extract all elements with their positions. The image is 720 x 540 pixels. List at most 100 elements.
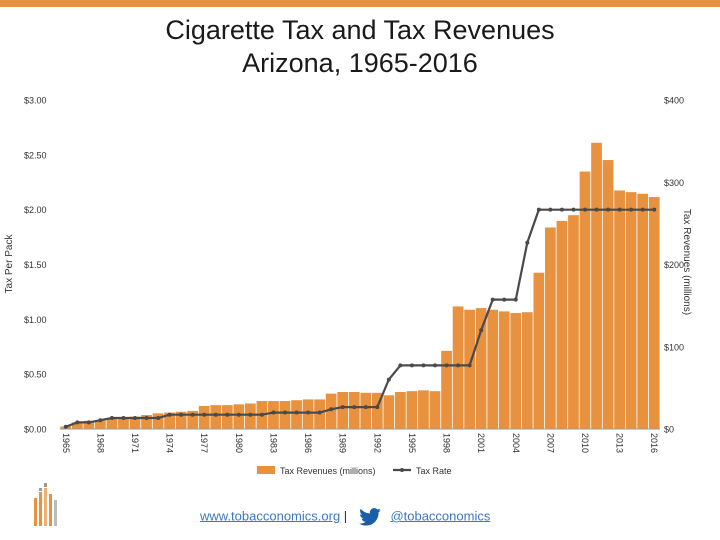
- tax-rate-point-1977: [202, 412, 207, 417]
- tax-rate-line: [63, 207, 657, 429]
- legend-swatch-rate-marker: [400, 468, 404, 472]
- left-tick-label: $2.00: [24, 205, 47, 215]
- tax-rate-point-2002: [490, 297, 495, 302]
- tax-rate-point-1999: [456, 363, 461, 368]
- tax-rate-point-1984: [283, 410, 287, 415]
- x-tick-label: 1983: [268, 433, 278, 453]
- revenue-bar-2003: [498, 311, 510, 429]
- x-tick-label: 1968: [95, 433, 105, 453]
- tax-rate-point-1967: [86, 420, 91, 425]
- tax-rate-point-1996: [421, 363, 426, 368]
- website-link[interactable]: www.tobacconomics.org: [200, 508, 341, 524]
- tax-rate-point-1982: [259, 412, 264, 417]
- tax-rate-point-1992: [375, 405, 380, 410]
- revenue-bar-1999: [452, 306, 464, 429]
- tax-rate-point-1991: [363, 405, 368, 410]
- tax-rate-point-1973: [156, 416, 161, 421]
- right-tick-label: $100: [664, 342, 684, 352]
- tax-rate-point-1987: [317, 410, 322, 415]
- tax-rate-point-2000: [467, 363, 472, 368]
- x-tick-label: 1995: [407, 433, 417, 453]
- left-tick-label: $0.00: [24, 425, 47, 435]
- tax-rate-point-1983: [271, 410, 276, 415]
- tax-rate-point-2006: [536, 207, 541, 212]
- tax-rate-point-1979: [225, 412, 230, 417]
- tax-rate-point-1968: [98, 418, 103, 423]
- chart-title-line1: Cigarette Tax and Tax Revenues: [165, 15, 555, 45]
- revenue-bar-1970: [118, 417, 129, 429]
- revenue-bar-1990: [348, 391, 360, 429]
- revenue-bar-1978: [210, 405, 222, 429]
- revenue-bar-1993: [383, 395, 395, 429]
- left-tick-label: $2.50: [24, 150, 47, 160]
- revenue-bar-2009: [568, 215, 579, 429]
- top-accent-bar: [0, 0, 720, 7]
- revenue-bar-1973: [152, 413, 164, 429]
- tax-rate-point-1980: [236, 412, 241, 417]
- x-tick-label: 1992: [372, 433, 382, 453]
- revenue-bar-1992: [371, 392, 383, 429]
- revenue-bar-1997: [429, 391, 441, 429]
- revenue-bar-1972: [141, 415, 152, 429]
- left-tick-label: $3.00: [24, 96, 47, 106]
- revenue-bar-2004: [510, 313, 522, 429]
- tax-rate-point-2008: [559, 207, 564, 212]
- revenue-bar-1988: [325, 393, 337, 429]
- tax-rate-point-2010: [583, 207, 587, 212]
- x-tick-label: 1965: [61, 433, 71, 453]
- revenue-bar-1967: [83, 420, 95, 429]
- left-tick-label: $1.00: [24, 315, 47, 325]
- revenue-bar-1984: [279, 401, 291, 429]
- tax-rate-point-1978: [213, 412, 218, 417]
- revenue-bar-2007: [545, 227, 556, 429]
- revenue-bar-2011: [591, 142, 602, 429]
- right-tick-label: $0: [664, 425, 674, 435]
- tax-rate-point-1986: [306, 410, 311, 415]
- chart-title-line2: Arizona, 1965-2016: [242, 48, 478, 78]
- tobacconomics-logo-icon: [34, 483, 57, 526]
- tax-rate-point-2012: [606, 207, 611, 212]
- tax-rate-point-1975: [179, 412, 184, 417]
- x-tick-label: 1989: [338, 433, 348, 453]
- x-tick-label: 1971: [130, 433, 140, 453]
- tax-rate-point-1989: [340, 405, 345, 410]
- x-tick-label: 2013: [615, 433, 625, 453]
- right-axis-title: Tax Revenues (millions): [681, 209, 692, 315]
- revenue-bar-1968: [95, 419, 106, 429]
- right-tick-label: $400: [664, 96, 684, 106]
- footer-separator: |: [343, 508, 348, 524]
- revenue-bar-1966: [71, 422, 83, 429]
- revenue-bar-2001: [475, 308, 487, 429]
- x-tick-label: 2007: [545, 433, 555, 453]
- x-tick-label: 1986: [303, 433, 313, 453]
- tax-rate-point-1976: [190, 412, 195, 417]
- tax-rate-point-2007: [548, 207, 553, 212]
- twitter-bird-icon[interactable]: [359, 508, 381, 526]
- revenue-bar-1975: [175, 411, 187, 429]
- tax-rate-point-1965: [63, 424, 68, 429]
- tax-rate-point-1998: [444, 363, 449, 368]
- x-tick-label: 1980: [234, 433, 244, 453]
- x-tick-label: 2016: [649, 433, 659, 453]
- revenue-bar-1976: [187, 410, 199, 429]
- twitter-handle-link[interactable]: @tobacconomics: [390, 508, 491, 524]
- revenue-bar-1979: [221, 405, 233, 429]
- right-tick-label: $300: [664, 178, 684, 188]
- tax-rate-path: [65, 208, 655, 428]
- left-tick-label: $0.50: [24, 370, 47, 380]
- tax-rate-point-1997: [433, 363, 437, 368]
- tax-rate-point-2009: [571, 207, 576, 212]
- revenue-bar-1991: [360, 392, 372, 429]
- tax-rate-point-1994: [398, 363, 403, 368]
- tax-rate-point-1972: [144, 416, 149, 421]
- revenue-bar-2002: [487, 309, 499, 429]
- revenue-bar-1995: [406, 391, 418, 429]
- tax-rate-point-1970: [121, 416, 126, 421]
- tax-rate-point-2013: [617, 207, 622, 212]
- x-tick-label: 2001: [476, 433, 486, 453]
- tax-rate-point-2016: [652, 207, 657, 212]
- left-axis-title: Tax Per Pack: [4, 234, 15, 294]
- revenue-bar-1974: [164, 412, 175, 429]
- revenue-bar-1971: [129, 416, 141, 429]
